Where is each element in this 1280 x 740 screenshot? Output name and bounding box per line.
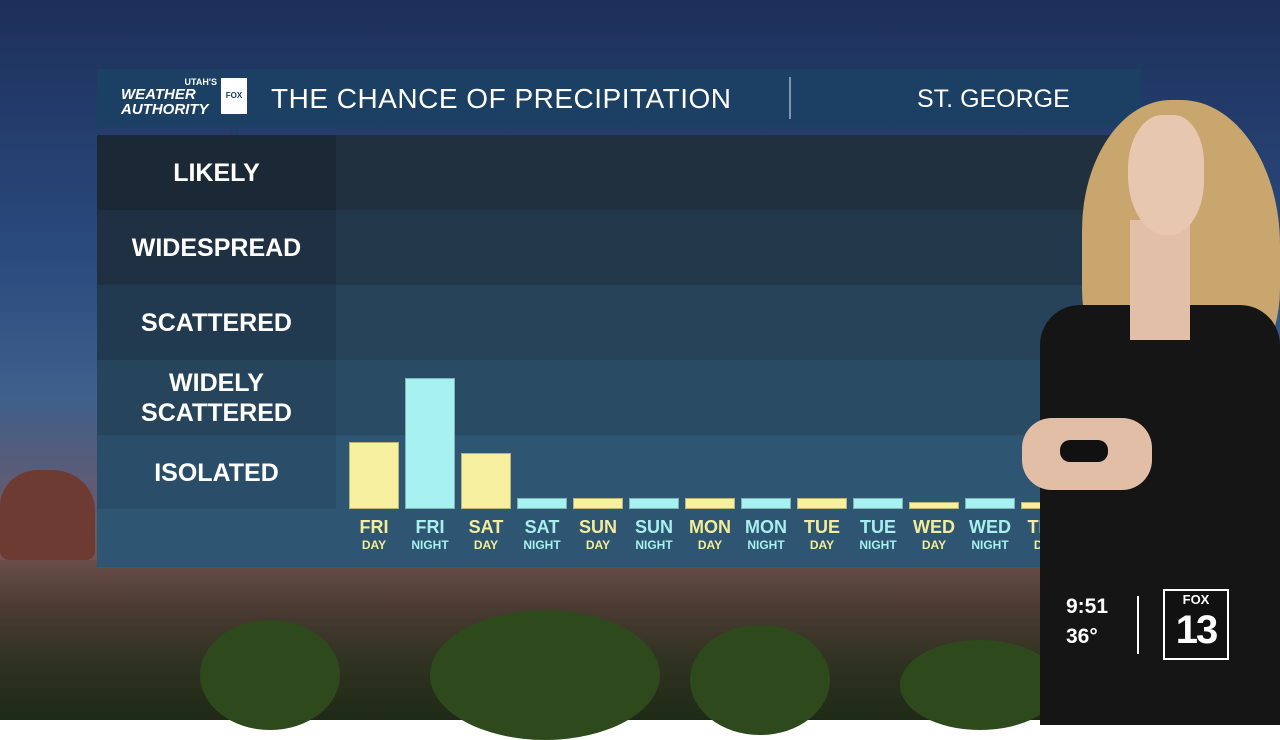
x-tick-label: SUN DAY — [578, 517, 617, 552]
precip-bar — [685, 497, 735, 509]
precip-bar — [741, 497, 791, 509]
precip-bar — [797, 497, 847, 509]
precipitation-chart: LIKELY WIDESPREAD SCATTERED WIDELY SCATTERED… — [97, 135, 1141, 567]
juniper-bush — [200, 620, 340, 730]
clock-time: 9:51 — [1066, 595, 1109, 618]
precip-bar — [965, 497, 1015, 509]
presenter-face — [1128, 115, 1204, 235]
juniper-bush — [690, 625, 830, 735]
level-band: LIKELY — [97, 135, 1141, 210]
level-band: WIDESPREAD — [97, 210, 1141, 285]
precip-bar — [349, 441, 399, 509]
precip-bar — [461, 452, 511, 509]
level-band: WIDELY SCATTERED — [97, 360, 1141, 435]
y-level-label: ISOLATED — [97, 435, 336, 510]
precip-bar — [909, 501, 959, 509]
presenter-body — [1040, 305, 1280, 725]
precip-bar — [517, 497, 567, 509]
x-tick-label: WED DAY — [913, 517, 955, 552]
weather-authority-logo: UTAH'S WEATHER AUTHORITY FOX 13 — [121, 77, 247, 136]
precip-bar — [573, 497, 623, 509]
x-tick-label: SUN NIGHT — [634, 517, 673, 552]
title-bar: UTAH'S WEATHER AUTHORITY FOX 13 THE CHANC… — [97, 69, 1141, 136]
level-band: ISOLATED — [97, 435, 1141, 510]
x-axis-band — [97, 509, 1141, 567]
time-temp-bug: 9:51 36° — [1066, 592, 1108, 652]
location-label: ST. GEORGE — [917, 85, 1070, 113]
precip-bar — [629, 497, 679, 509]
current-temperature: 36° — [1066, 625, 1098, 648]
precip-bar — [405, 377, 455, 509]
juniper-bush — [900, 640, 1060, 730]
level-band: SCATTERED — [97, 285, 1141, 360]
fox13-logo: FOX 13 — [1163, 589, 1229, 660]
juniper-bush — [430, 610, 660, 740]
x-tick-label: TUE DAY — [804, 517, 840, 552]
y-level-label: WIDELY SCATTERED — [97, 360, 336, 435]
x-tick-label: TUE NIGHT — [859, 517, 897, 552]
y-level-label: WIDESPREAD — [97, 210, 336, 285]
x-tick-label: MON DAY — [689, 517, 731, 552]
x-tick-label: FRI DAY — [359, 517, 389, 552]
x-tick-label: FRI NIGHT — [411, 517, 449, 552]
y-level-label: LIKELY — [97, 135, 336, 210]
title-divider — [789, 77, 791, 119]
x-tick-label: MON NIGHT — [745, 517, 787, 552]
rock-arch — [0, 470, 95, 560]
y-level-label: SCATTERED — [97, 285, 336, 360]
bug-divider — [1137, 596, 1139, 654]
clicker-remote — [1060, 440, 1108, 462]
presenter-neck — [1130, 220, 1190, 340]
chart-title: THE CHANCE OF PRECIPITATION — [271, 83, 732, 114]
precip-bar — [853, 497, 903, 509]
x-tick-label: SAT DAY — [468, 517, 504, 552]
x-tick-label: WED NIGHT — [969, 517, 1011, 552]
x-tick-label: SAT NIGHT — [523, 517, 561, 552]
